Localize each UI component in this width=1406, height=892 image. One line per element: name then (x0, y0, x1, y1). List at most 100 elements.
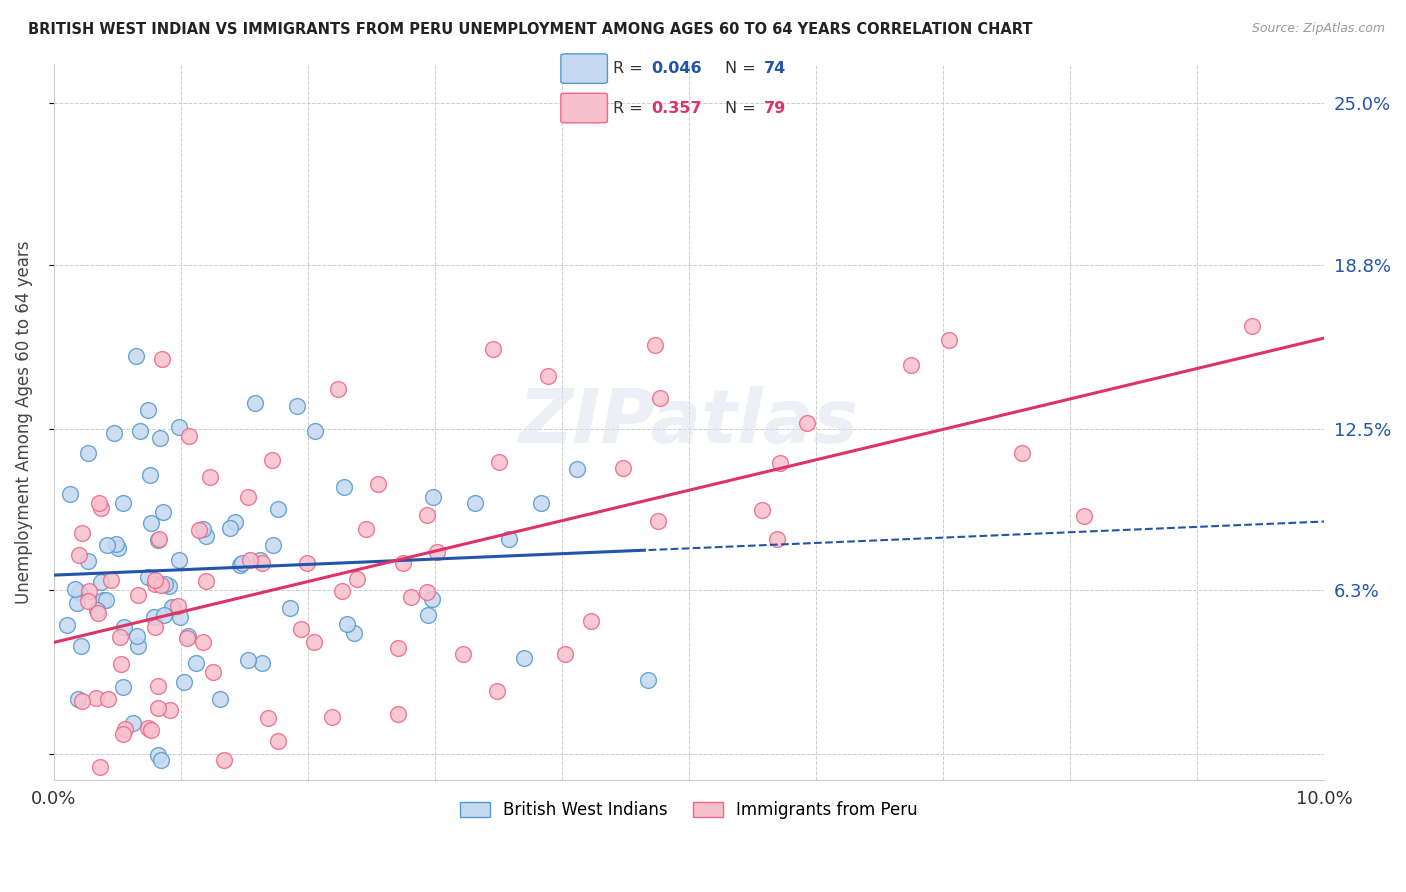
Point (77, 594, 100, 608)
Point (387, 640, 409, 655)
Point (1011, 445, 1033, 459)
Point (176, 631, 198, 645)
Point (167, 599, 190, 613)
Point (387, 706, 409, 721)
Point (97, 691, 120, 706)
Point (579, 614, 602, 628)
Point (148, 533, 170, 548)
Text: N =: N = (725, 101, 756, 115)
Point (249, 553, 271, 567)
Point (146, 700, 169, 714)
Point (236, 652, 259, 666)
Point (77, 446, 100, 460)
Point (177, 429, 200, 443)
Point (104, 536, 127, 550)
Point (67, 548, 90, 562)
Point (87, 606, 110, 620)
Point (141, 516, 163, 531)
Point (530, 496, 553, 510)
Point (1240, 318, 1263, 333)
Point (157, 579, 180, 593)
Point (554, 648, 576, 662)
Point (86, 602, 108, 616)
Point (77, 554, 100, 568)
Point (63, 582, 86, 597)
Point (127, 640, 149, 654)
Point (295, 556, 318, 570)
Point (218, 521, 240, 535)
Point (162, 601, 184, 615)
Point (262, 453, 284, 467)
Text: R =: R = (613, 101, 643, 115)
Point (59, 486, 82, 500)
Point (148, 532, 170, 546)
Point (91, 593, 114, 607)
Point (938, 333, 960, 347)
Point (114, 722, 136, 736)
Text: ZIPatlas: ZIPatlas (519, 385, 859, 458)
Point (111, 496, 134, 510)
Point (328, 382, 350, 396)
Point (110, 657, 132, 671)
Point (195, 529, 218, 543)
FancyBboxPatch shape (561, 94, 607, 123)
Point (354, 522, 377, 536)
Point (769, 456, 792, 470)
Point (108, 631, 131, 645)
Point (900, 358, 922, 372)
Point (644, 338, 666, 352)
Text: 0.357: 0.357 (651, 101, 702, 115)
Point (647, 514, 669, 528)
Point (416, 584, 439, 599)
Point (498, 532, 520, 546)
Point (236, 490, 259, 504)
Point (252, 657, 274, 671)
Legend: British West Indians, Immigrants from Peru: British West Indians, Immigrants from Pe… (453, 795, 925, 826)
Point (177, 630, 200, 644)
Point (229, 558, 252, 573)
Point (150, 753, 173, 767)
Point (160, 599, 183, 614)
Point (146, 679, 169, 693)
Point (416, 607, 439, 622)
Point (193, 635, 215, 649)
FancyBboxPatch shape (561, 54, 607, 83)
Point (290, 622, 312, 636)
Point (143, 610, 166, 624)
Point (159, 703, 181, 717)
Point (84, 690, 107, 705)
Text: 0.046: 0.046 (651, 62, 702, 76)
Point (122, 715, 145, 730)
Text: N =: N = (725, 62, 756, 76)
Point (149, 431, 172, 445)
Text: Source: ZipAtlas.com: Source: ZipAtlas.com (1251, 22, 1385, 36)
Point (278, 601, 301, 615)
Point (67, 584, 90, 599)
Text: R =: R = (613, 62, 643, 76)
Point (796, 416, 818, 430)
Point (285, 399, 308, 413)
Point (143, 573, 166, 587)
Point (451, 648, 474, 662)
Point (66, 691, 89, 706)
Point (336, 617, 359, 632)
Point (96, 593, 118, 607)
Point (143, 577, 166, 591)
Point (139, 467, 162, 482)
Point (149, 578, 172, 592)
Point (107, 541, 129, 555)
Text: BRITISH WEST INDIAN VS IMMIGRANTS FROM PERU UNEMPLOYMENT AMONG AGES 60 TO 64 YEA: BRITISH WEST INDIAN VS IMMIGRANTS FROM P… (28, 22, 1032, 37)
Point (648, 391, 671, 405)
Point (422, 490, 444, 504)
Point (111, 727, 134, 741)
Point (70, 639, 93, 653)
Point (184, 657, 207, 671)
Point (187, 524, 209, 538)
Point (127, 588, 149, 602)
Point (152, 505, 174, 519)
Point (195, 574, 218, 589)
Point (169, 610, 191, 624)
Text: 79: 79 (763, 101, 786, 115)
Point (463, 496, 485, 510)
Point (612, 461, 634, 475)
